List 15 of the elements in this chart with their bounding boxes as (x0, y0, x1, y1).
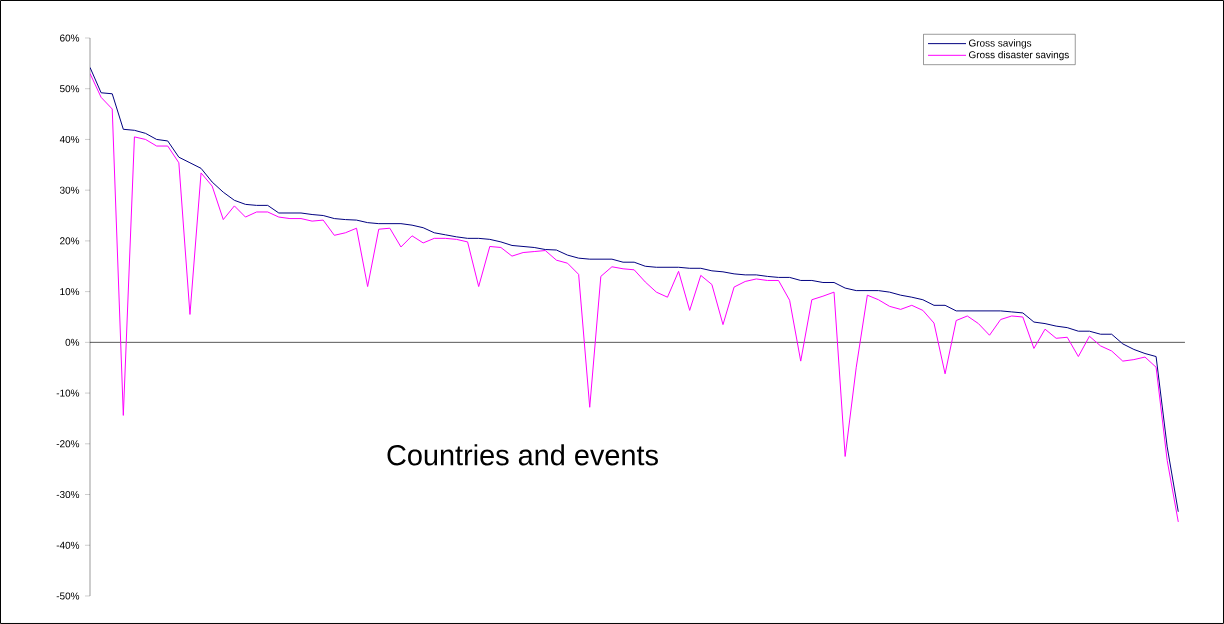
y-tick-label: 60% (60, 34, 80, 42)
x-axis-title: Countries and events (387, 444, 658, 466)
y-tick-label: 20% (60, 237, 80, 245)
y-tick-label: -40% (56, 541, 80, 549)
y-tick-label: 50% (59, 85, 80, 93)
y-tick-label: -10% (56, 389, 80, 397)
legend-label: Gross disaster savings (968, 50, 1069, 61)
y-tick-label: -50% (56, 592, 80, 600)
y-tick-label: -20% (56, 440, 80, 448)
y-tick-label: 40% (59, 135, 80, 143)
y-tick-label: -30% (56, 491, 80, 499)
y-tick-label: 0% (65, 338, 80, 346)
y-tick-label: 30% (59, 186, 80, 194)
legend-label: Gross savings (968, 39, 1032, 49)
y-tick-label: 10% (60, 288, 80, 296)
